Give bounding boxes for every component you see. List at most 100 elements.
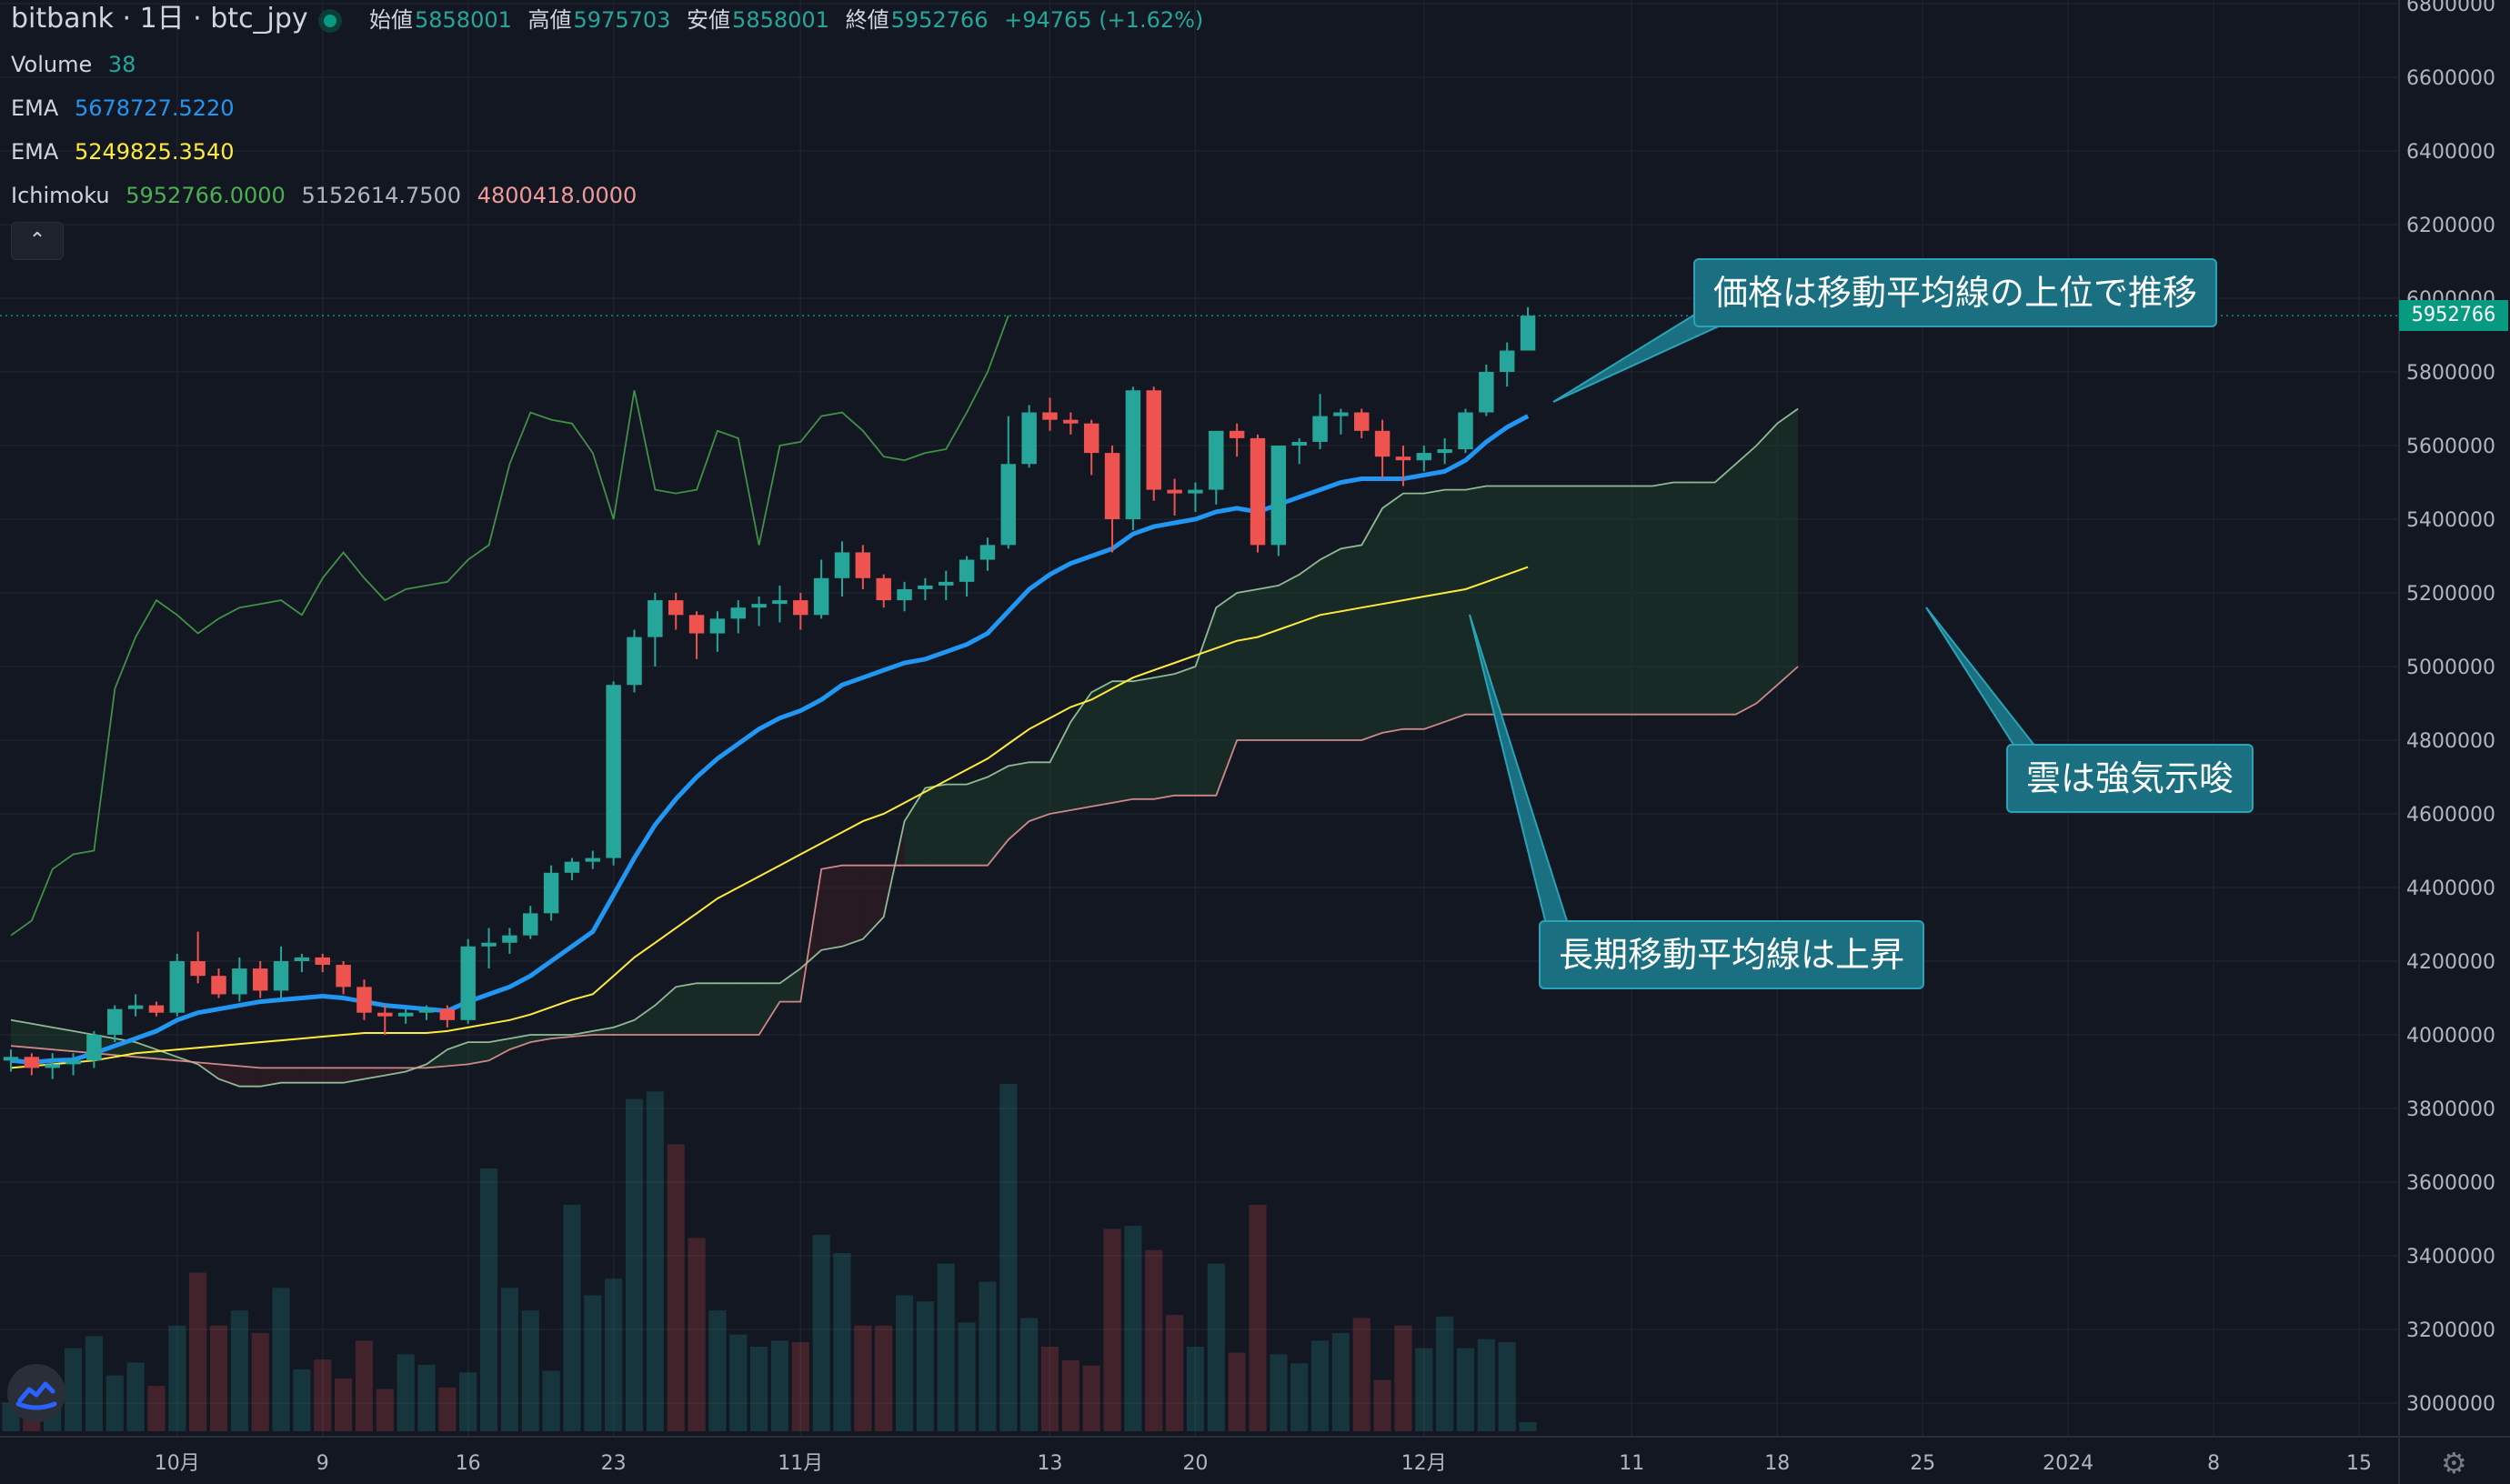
y-tick-label: 4200000 (2406, 951, 2495, 974)
candle-body (730, 607, 746, 619)
candle-body (751, 604, 767, 608)
candle-body (1479, 372, 1494, 413)
volume-bar (1270, 1354, 1288, 1431)
cloud-segment (1735, 446, 1757, 715)
volume-bar (1103, 1228, 1121, 1431)
volume-bar (1290, 1363, 1309, 1431)
candle-body (127, 1005, 144, 1009)
cloud-segment (1714, 464, 1736, 715)
candle-body (336, 965, 351, 988)
cloud-segment (1008, 762, 1029, 840)
candle-body (397, 1012, 414, 1017)
cloud-segment (52, 1027, 74, 1052)
collapse-legend-button[interactable]: ⌃ (11, 222, 64, 260)
annotation-cloud-bullish[interactable]: 雲は強気示唆 (2006, 744, 2254, 813)
candle-body (1146, 390, 1161, 490)
cloud-segment (925, 784, 947, 866)
candle-body (876, 577, 891, 601)
cloud-segment (467, 1042, 489, 1065)
candle-body (65, 1060, 81, 1065)
x-tick-label: 23 (601, 1452, 627, 1475)
x-tick-label: 18 (1764, 1452, 1790, 1475)
volume-bar (563, 1204, 581, 1431)
indicator-ema-fast[interactable]: EMA 5678727.5220 (11, 95, 244, 122)
callout-pointer (1925, 607, 2042, 753)
time-axis[interactable]: 10月 9 16 23 11月 13 20 12月 11 18 25 2024 8 15 (155, 1452, 2372, 1475)
x-tick-label: 15 (2346, 1452, 2372, 1475)
cloud-segment (1340, 545, 1362, 740)
candle-body (939, 581, 954, 586)
y-tick-label: 5200000 (2406, 583, 2495, 606)
y-tick-label: 6200000 (2406, 215, 2495, 237)
x-tick-label: 16 (456, 1452, 481, 1475)
cloud-segment (281, 1068, 302, 1083)
annotation-long-ma-rising[interactable]: 長期移動平均線は上昇 (1539, 920, 1925, 989)
indicator-ichimoku[interactable]: Ichimoku 5952766.0000 5152614.7500 48004… (11, 182, 646, 209)
candle-body (273, 961, 289, 991)
cloud-segment (218, 1064, 240, 1087)
candle-body (1063, 419, 1079, 424)
candle-body (169, 961, 186, 1013)
candle-body (1291, 441, 1307, 446)
cloud-segment (385, 1068, 407, 1076)
cloud-segment (509, 1035, 531, 1050)
indicator-ema-slow[interactable]: EMA 5249825.3540 (11, 138, 244, 165)
volume-bar (1519, 1422, 1537, 1431)
cloud-segment (1382, 493, 1403, 733)
candle-body (1104, 453, 1120, 519)
symbol-name[interactable]: bitbank · 1日 · btc_jpy (11, 3, 308, 35)
candle-body (1083, 423, 1099, 454)
candle-body (460, 946, 476, 1020)
cloud-segment (676, 983, 698, 1035)
candle-body (502, 935, 517, 943)
candle-body (813, 577, 829, 616)
chevron-up-icon: ⌃ (28, 229, 46, 252)
y-tick-label: 6800000 (2406, 0, 2495, 16)
y-tick-label: 4400000 (2406, 877, 2495, 900)
candle-body (1416, 453, 1432, 461)
x-tick-label: 13 (1038, 1452, 1063, 1475)
candle-body (1209, 430, 1224, 490)
volume-bar (1207, 1263, 1225, 1431)
indicator-value: 5249825.3540 (74, 139, 235, 165)
volume-bar (1020, 1318, 1039, 1431)
volume-bar (251, 1333, 269, 1431)
candle-body (1354, 412, 1370, 431)
indicator-volume[interactable]: Volume 38 (11, 51, 145, 78)
candle-body (190, 961, 206, 977)
volume-bar (1040, 1346, 1059, 1431)
indicator-name: Ichimoku (11, 183, 110, 208)
volume-bar (126, 1362, 145, 1431)
cloud-segment (592, 1027, 614, 1035)
volume-bar (335, 1378, 353, 1431)
tradingview-logo-icon[interactable] (7, 1364, 65, 1422)
x-tick-label: 10月 (155, 1452, 200, 1475)
span-a-line (10, 407, 1799, 1088)
volume-bars (2, 1084, 1537, 1431)
candlesticks (3, 306, 1536, 1079)
candle-body (211, 976, 226, 995)
y-tick-label: 5000000 (2406, 657, 2495, 679)
price-axis[interactable]: 6800000660000064000006200000600000058000… (2406, 0, 2495, 1416)
cloud-segment (779, 968, 801, 1002)
y-tick-label: 3200000 (2406, 1319, 2495, 1342)
candle-body (564, 861, 580, 873)
chikou-line (10, 315, 1009, 937)
cloud-segment (1423, 489, 1445, 729)
candle-body (1250, 437, 1266, 546)
x-tick-label: 9 (316, 1452, 329, 1475)
ichimoku-cloud (11, 408, 1799, 1087)
volume-bar (1415, 1348, 1433, 1431)
y-tick-label: 4600000 (2406, 804, 2495, 827)
cloud-segment (1486, 486, 1508, 715)
gear-icon[interactable]: ⚙ (2441, 1446, 2467, 1480)
y-tick-label: 3400000 (2406, 1246, 2495, 1268)
volume-bar (833, 1253, 851, 1431)
cloud-segment (634, 1005, 656, 1035)
cloud-segment (136, 1042, 156, 1059)
annotation-price-above-ma[interactable]: 価格は移動平均線の上位で推移 (1693, 258, 2218, 327)
cloud-segment (1091, 681, 1113, 807)
cloud-segment (1132, 677, 1154, 799)
volume-bar (646, 1091, 664, 1431)
